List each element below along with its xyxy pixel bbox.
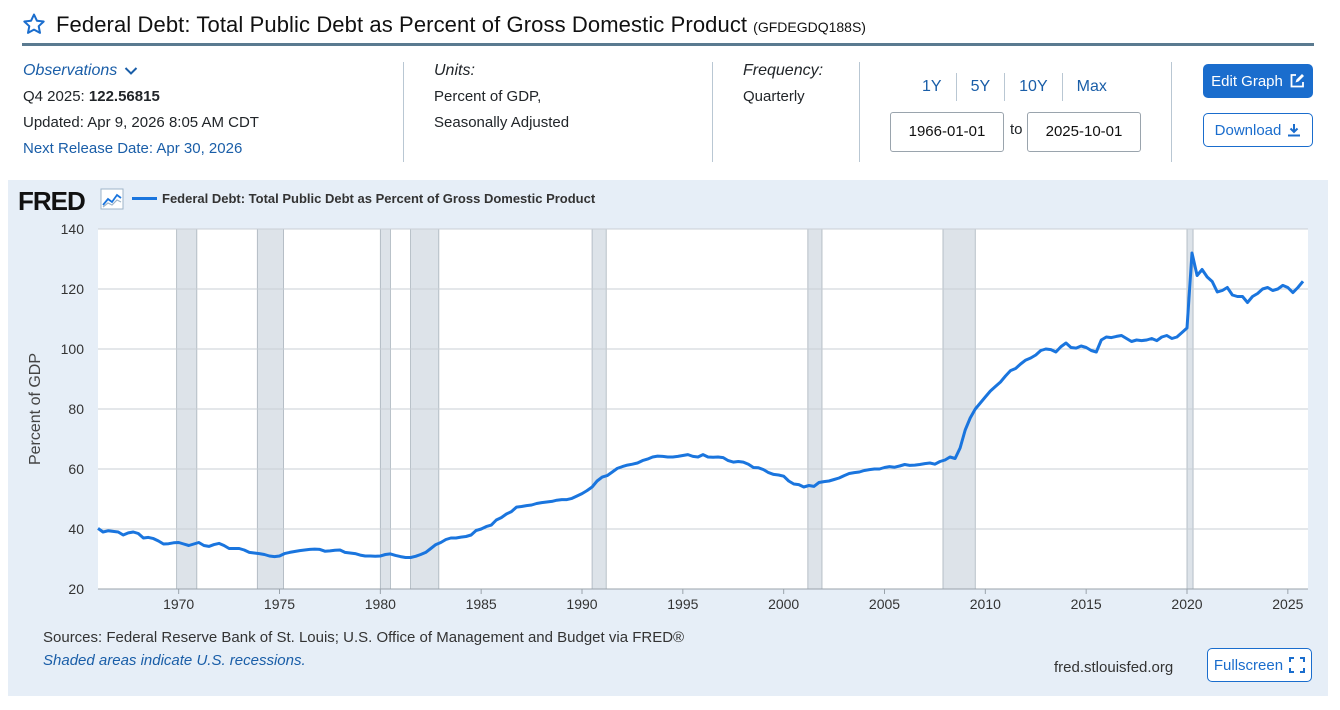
divider [859,62,860,162]
end-date-input[interactable]: 2025-10-01 [1027,112,1141,152]
x-tick-label: 1990 [566,596,597,612]
range-10y-button[interactable]: 10Y [1005,73,1063,101]
range-5y-button[interactable]: 5Y [957,73,1006,101]
download-label: Download [1214,121,1282,139]
updated-text: Updated: Apr 9, 2026 8:05 AM CDT [23,114,259,131]
x-tick-label: 2025 [1272,596,1303,612]
frequency-column: Frequency: Quarterly [743,58,873,110]
chevron-down-icon [125,67,138,75]
star-icon[interactable] [22,12,46,36]
edit-icon [1290,74,1304,88]
edit-graph-label: Edit Graph [1211,72,1283,90]
units-label: Units: [434,62,475,79]
range-buttons: 1Y 5Y 10Y Max [908,73,1121,101]
download-icon [1288,124,1301,137]
fred-logo: FRED [18,186,86,216]
to-label: to [1010,121,1023,138]
units-line-2: Seasonally Adjusted [434,114,570,131]
x-tick-label: 1975 [264,596,295,612]
fullscreen-icon [1289,657,1306,673]
fred-url: fred.stlouisfed.org [1054,659,1174,676]
page-title: Federal Debt: Total Public Debt as Perce… [56,11,748,37]
divider [1171,62,1172,162]
graph-panel: FRED Federal Debt: Total Public Debt as … [8,180,1328,696]
y-tick-label: 40 [68,521,84,537]
range-1y-button[interactable]: 1Y [908,73,957,101]
y-tick-label: 120 [61,281,85,297]
y-tick-label: 20 [68,581,84,597]
units-column: Units: Percent of GDP, Seasonally Adjust… [434,58,704,136]
edit-graph-button[interactable]: Edit Graph [1203,64,1313,98]
page-header: Federal Debt: Total Public Debt as Perce… [22,6,1314,46]
x-tick-label: 1995 [667,596,698,612]
series-id: (GFDEGDQ188S) [753,18,866,35]
x-tick-label: 2015 [1071,596,1102,612]
x-tick-label: 2020 [1171,596,1202,612]
range-max-button[interactable]: Max [1076,78,1107,95]
series-line [97,251,1305,559]
sources-text: Sources: Federal Reserve Bank of St. Lou… [43,629,685,646]
units-line-1: Percent of GDP, [434,88,542,105]
y-tick-label: 80 [68,401,84,417]
legend-label: Federal Debt: Total Public Debt as Perce… [162,191,596,206]
x-tick-label: 1985 [466,596,497,612]
fullscreen-button[interactable]: Fullscreen [1207,648,1312,682]
line-chart[interactable]: 20 40 60 80 100 120 140 1970 1975 1980 1985 1990 199… [8,180,1328,620]
observations-column: Observations Q4 2025: 122.56815 Updated:… [23,58,403,162]
divider [712,62,713,162]
latest-observation: Q4 2025: 122.56815 [23,84,403,110]
y-axis-label: Percent of GDP [27,353,44,465]
frequency-label: Frequency: [743,62,824,79]
observations-dropdown[interactable]: Observations [23,58,138,84]
y-tick-label: 100 [61,341,85,357]
chart-legend: Federal Debt: Total Public Debt as Perce… [132,191,595,206]
obs-period: Q4 2025: [23,88,85,105]
legend-swatch [132,197,157,200]
observations-label: Observations [23,62,118,79]
divider [403,62,404,162]
chart-line-icon [100,188,124,210]
next-release-link[interactable]: Next Release Date: Apr 30, 2026 [23,140,243,157]
y-tick-label: 140 [61,221,85,237]
x-tick-label: 2010 [970,596,1001,612]
frequency-value: Quarterly [743,88,805,105]
x-tick-label: 1970 [163,596,194,612]
start-date-input[interactable]: 1966-01-01 [890,112,1004,152]
y-tick-label: 60 [68,461,84,477]
x-tick-label: 2005 [869,596,900,612]
download-button[interactable]: Download [1203,113,1313,147]
recession-note: Shaded areas indicate U.S. recessions. [43,652,306,669]
x-tick-label: 1980 [365,596,396,612]
x-tick-label: 2000 [768,596,799,612]
obs-value: 122.56815 [88,88,160,105]
fullscreen-label: Fullscreen [1213,656,1284,674]
series-meta: Observations Q4 2025: 122.56815 Updated:… [22,58,1314,168]
